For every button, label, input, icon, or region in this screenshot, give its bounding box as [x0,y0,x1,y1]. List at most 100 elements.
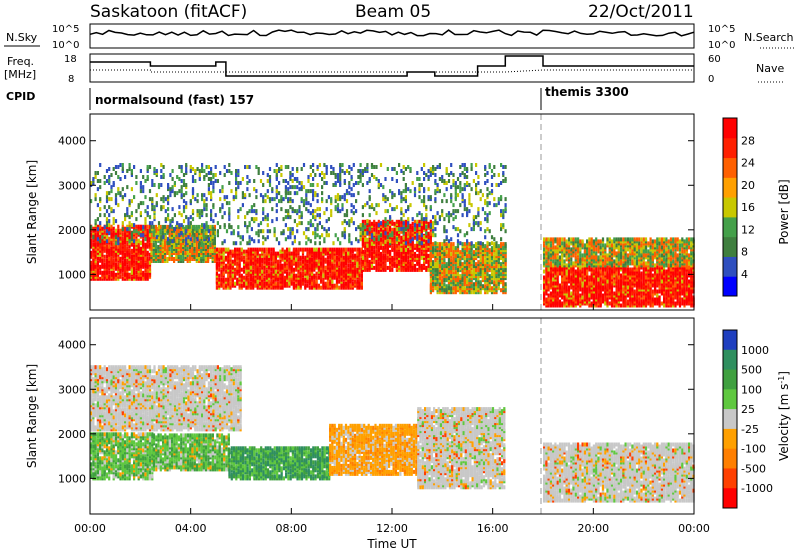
heatmap-cell [243,269,246,274]
heatmap-cell [349,247,352,252]
heatmap-cell [622,255,625,260]
heatmap-cell [572,261,575,266]
heatmap-cell [567,285,571,290]
heatmap-cell [429,282,432,287]
heatmap-cell [144,248,147,253]
heatmap-cell [139,268,142,273]
heatmap-cell [622,263,625,268]
heatmap-cell [317,275,320,280]
heatmap-cell [222,283,225,288]
heatmap-cell [315,271,318,276]
heatmap-cell [333,253,336,258]
heatmap-cell [240,247,243,252]
heatmap-cell [461,262,464,267]
heatmap-cell [563,265,566,270]
heatmap-cell [297,255,300,260]
heatmap-cell [373,245,376,250]
heatmap-cell [547,271,550,276]
heatmap-cell [438,242,441,247]
heatmap-cell [286,281,289,286]
heatmap-cell [161,230,164,235]
heatmap-cell [613,291,616,296]
heatmap-cell [638,265,641,270]
heatmap-cell [599,245,602,250]
heatmap-cell [375,221,378,226]
heatmap-cell [649,295,652,300]
heatmap-cell [349,283,352,288]
heatmap-cell [146,250,149,255]
heatmap-cell [126,246,129,251]
heatmap-cell [209,224,212,229]
heatmap-cell [615,259,618,264]
heatmap-cell [638,297,641,302]
heatmap-cell [407,259,410,264]
heatmap-cell [656,269,659,274]
heatmap-cell [477,272,480,277]
heatmap-cell [256,253,259,258]
heatmap-cell [622,281,625,286]
heatmap-cell [669,265,672,270]
heatmap-cell [148,260,152,265]
heatmap-cell [373,219,376,224]
heatmap-cell [497,268,500,273]
heatmap-cell [99,234,102,239]
heatmap-cell [258,253,262,258]
heatmap-cell [452,280,455,285]
heatmap-cell [420,251,423,256]
heatmap-cell [207,253,210,257]
heatmap-cell [135,260,138,265]
heatmap-cell [463,260,466,265]
heatmap-cell [583,283,586,288]
heatmap-cell [173,232,176,237]
freq-label-line1: Freq. [7,55,34,68]
heatmap-cell [96,260,99,265]
heatmap-cell [608,301,611,306]
heatmap-cell [121,272,124,277]
heatmap-cell [651,289,654,294]
heatmap-cell [157,245,160,249]
heatmap-cell [265,269,268,274]
heatmap-cell [389,265,392,270]
heatmap-cell [427,241,430,246]
heatmap-cell [461,242,464,247]
heatmap-cell [92,242,95,247]
heatmap-cell [286,247,289,252]
heatmap-cell [579,297,582,302]
heatmap-cell [608,243,611,248]
heatmap-cell [452,256,455,261]
nsky-trace [89,29,695,37]
heatmap-cell [567,293,571,298]
heatmap-cell [642,281,645,286]
heatmap-cell [188,257,192,261]
heatmap-cell [477,260,480,265]
heatmap-cell [669,303,672,308]
heatmap-cell [543,237,546,242]
heatmap-cell [177,241,180,245]
heatmap-cell [231,273,234,278]
heatmap-cell [656,273,659,278]
heatmap-cell [377,245,380,250]
heatmap-cell [479,280,482,285]
heatmap-cell [599,239,602,244]
heatmap-cell [306,253,309,258]
heatmap-cell [326,281,329,286]
heatmap-cell [209,236,212,241]
heatmap-cell [629,267,632,272]
heatmap-cell [572,237,575,242]
heatmap-cell [610,285,614,290]
heatmap-cell [384,249,387,254]
heatmap-cell [651,293,654,298]
heatmap-cell [556,265,559,270]
heatmap-cell [218,253,221,258]
heatmap-cell [429,244,432,249]
heatmap-cell [108,248,111,253]
heatmap-cell [370,229,374,234]
heatmap-cell [543,275,546,280]
heatmap-cell [389,225,392,230]
heatmap-cell [432,260,435,265]
heatmap-cell [326,271,329,276]
noise-panel-frame [89,23,695,49]
heatmap-cell [404,245,407,250]
heatmap-cell [329,253,332,258]
heatmap-cell [386,245,389,250]
